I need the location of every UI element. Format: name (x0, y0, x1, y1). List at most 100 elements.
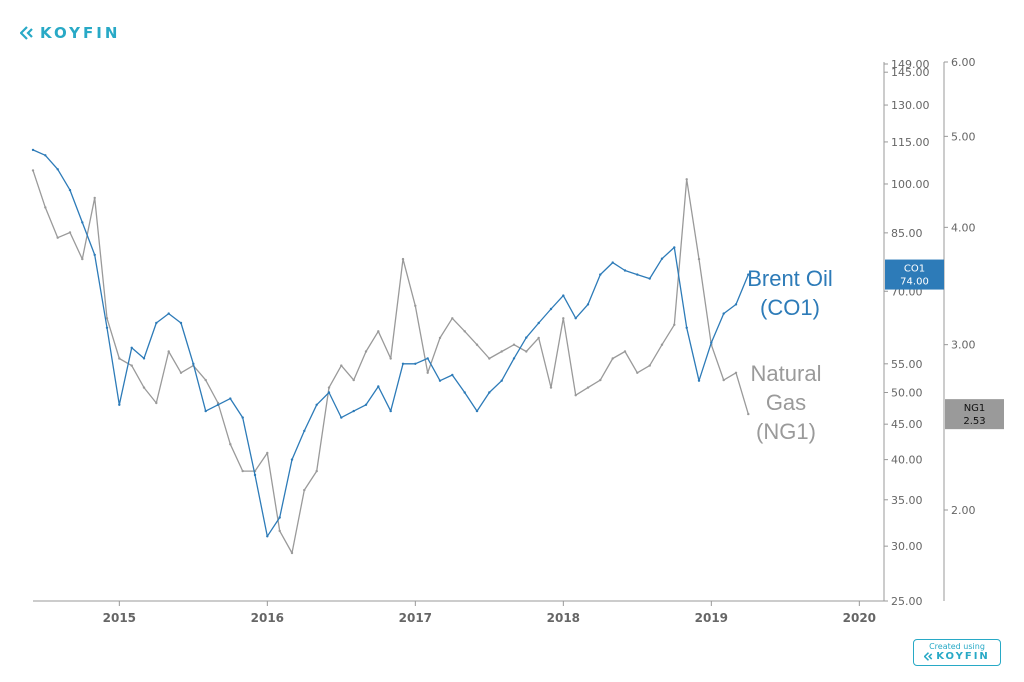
co1-series-line (32, 149, 749, 537)
co1-data-point (352, 409, 355, 413)
left-y-tick-label: 45.00 (891, 418, 923, 431)
ng1-badge-value: 2.53 (963, 416, 985, 427)
ng1-data-point (303, 488, 306, 492)
ng1-data-point (537, 336, 540, 340)
left-y-tick-label: 55.00 (891, 358, 923, 371)
ng1-data-point (290, 551, 294, 555)
co1-data-point (463, 391, 466, 394)
co1-data-point (105, 326, 109, 329)
x-tick-label: 2019 (695, 611, 728, 625)
ng1-data-point (327, 386, 331, 389)
ng1-data-point (118, 357, 121, 360)
co1-data-point (426, 357, 429, 360)
co1-data-point (389, 409, 392, 413)
series-annotation-label: Natural (751, 361, 822, 386)
ng1-data-point (512, 343, 516, 346)
co1-data-point (648, 277, 651, 280)
ng1-data-point (636, 371, 639, 374)
ng1-data-point (475, 343, 479, 346)
ng1-data-point (451, 317, 454, 320)
co1-data-point (475, 409, 479, 413)
ng1-data-point (241, 469, 244, 473)
left-y-tick-label: 30.00 (891, 540, 923, 553)
co1-data-point (290, 458, 294, 461)
co1-data-point (167, 312, 170, 315)
x-tick-label: 2018 (547, 611, 580, 625)
co1-data-point (155, 321, 158, 325)
ng1-data-point (673, 323, 676, 326)
co1-data-point (56, 168, 59, 171)
co1-data-point (266, 535, 269, 538)
co1-data-point (710, 341, 713, 344)
ng1-data-point (278, 529, 281, 533)
ng1-data-point (68, 231, 72, 234)
ng1-data-point (44, 206, 47, 209)
series-annotation-label: Brent Oil (747, 266, 833, 291)
left-y-tick-label: 145.00 (891, 66, 930, 79)
left-y-tick-label: 85.00 (891, 227, 923, 240)
co1-data-point (44, 154, 47, 157)
ng1-data-point (747, 412, 750, 416)
ng1-data-point (648, 364, 651, 367)
ng1-data-point (722, 378, 725, 382)
co1-data-point (537, 321, 540, 325)
created-using-wordmark: KOYFIN (936, 651, 990, 662)
chart-series (31, 148, 750, 555)
left-y-tick-label: 25.00 (891, 595, 923, 608)
ng1-data-point (426, 371, 429, 374)
ng1-data-point (414, 304, 417, 307)
ng1-data-point (364, 350, 368, 353)
ng1-data-point (155, 401, 158, 405)
co1-data-point (68, 188, 72, 192)
ng1-data-point (562, 317, 565, 320)
co1-data-point (660, 257, 664, 260)
ng1-data-point (586, 386, 590, 389)
ng1-data-point (599, 378, 602, 382)
ng1-data-point (389, 357, 392, 360)
left-y-tick-label: 50.00 (891, 386, 923, 399)
co1-data-point (315, 403, 318, 406)
ng1-data-point (734, 371, 738, 374)
co1-data-point (586, 303, 590, 306)
co1-data-point (192, 362, 195, 365)
co1-data-point (229, 397, 232, 400)
co1-data-point (747, 273, 750, 276)
created-using-logo: KOYFIN (914, 651, 1000, 662)
co1-data-point (179, 321, 183, 325)
created-using-badge[interactable]: Created using KOYFIN (913, 639, 1001, 666)
co1-data-point (414, 362, 417, 365)
co1-data-point (118, 403, 121, 406)
co1-data-point (93, 253, 96, 257)
ng1-last-value-badge (945, 399, 1004, 430)
ng1-data-point (105, 317, 109, 320)
co1-data-point (216, 403, 220, 406)
ng1-data-point (167, 350, 170, 353)
logo-wordmark: KOYFIN (40, 24, 121, 42)
ng1-data-point (352, 378, 355, 382)
ng1-data-point (315, 469, 318, 473)
right-y-tick-label: 6.00 (951, 56, 976, 69)
co1-data-point (685, 326, 688, 329)
ng1-data-point (179, 371, 183, 374)
co1-data-point (549, 307, 553, 311)
co1-data-point (401, 362, 405, 365)
ng1-data-point (229, 443, 232, 446)
co1-data-point (673, 246, 676, 249)
x-tick-label: 2017 (399, 611, 432, 625)
ng1-data-point (697, 257, 701, 261)
ng1-data-point (623, 350, 627, 353)
koyfin-mark-icon (924, 652, 933, 661)
co1-data-point (599, 273, 602, 276)
co1-data-point (253, 473, 257, 477)
ng1-data-point (340, 364, 343, 367)
left-y-tick-label: 40.00 (891, 454, 923, 467)
ng1-data-point (401, 257, 405, 261)
co1-data-point (278, 516, 281, 519)
right-y-tick-label: 2.00 (951, 504, 976, 517)
co1-data-point (512, 357, 516, 360)
right-y-tick-label: 3.00 (951, 339, 976, 352)
co1-data-point (364, 403, 368, 406)
series-annotation-label: (CO1) (760, 295, 820, 320)
co1-data-point (204, 409, 207, 413)
